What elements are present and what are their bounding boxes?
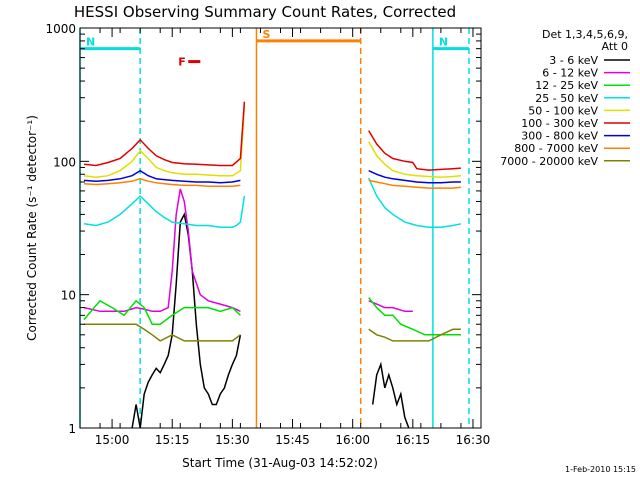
legend-label: 800 - 7000 keV bbox=[514, 142, 598, 155]
series-line-4-seg-1 bbox=[83, 194, 246, 229]
series-line-6-seg-1 bbox=[83, 101, 246, 167]
legend-label: 300 - 800 keV bbox=[521, 130, 598, 143]
x-tick-label: 15:45 bbox=[275, 433, 310, 447]
y-tick-label: 100 bbox=[53, 155, 76, 169]
series-line-2-seg-1 bbox=[83, 188, 241, 313]
flag-label-n: N bbox=[439, 36, 448, 49]
series-line-3-seg-1 bbox=[83, 299, 241, 325]
chart-title: HESSI Observing Summary Count Rates, Cor… bbox=[74, 3, 456, 21]
series-line-5-seg-2 bbox=[368, 141, 461, 178]
series-line-7-seg-2 bbox=[368, 170, 461, 184]
legend-header: Det 1,3,4,5,6,9, bbox=[542, 28, 628, 41]
legend-label: 100 - 300 keV bbox=[521, 117, 598, 130]
series-line-3-seg-2 bbox=[368, 297, 461, 336]
y-axis-label: Corrected Count Rate (s⁻¹ detector⁻¹) bbox=[25, 115, 39, 341]
flag-label-f: F bbox=[178, 56, 186, 69]
x-axis-label: Start Time (31-Aug-03 14:52:02) bbox=[182, 456, 378, 470]
y-axis: 1 10 100 1000 bbox=[45, 22, 481, 436]
series-layer bbox=[83, 101, 462, 429]
legend-label: 7000 - 20000 keV bbox=[500, 155, 598, 168]
series-line-2-seg-2 bbox=[368, 300, 413, 313]
legend-label: 50 - 100 keV bbox=[528, 104, 598, 117]
x-tick-label: 15:30 bbox=[215, 433, 250, 447]
flag-layer: N N F S bbox=[80, 28, 469, 69]
x-tick-label: 16:30 bbox=[456, 433, 491, 447]
legend-label: 12 - 25 keV bbox=[535, 79, 598, 92]
legend-label: 25 - 50 keV bbox=[535, 92, 598, 105]
legend-header: Att 0 bbox=[602, 40, 628, 53]
series-line-9-seg-2 bbox=[368, 328, 461, 342]
x-tick-label: 15:15 bbox=[155, 433, 190, 447]
y-tick-label: 1000 bbox=[45, 22, 76, 36]
x-tick-label: 16:00 bbox=[335, 433, 370, 447]
series-line-5-seg-1 bbox=[83, 105, 246, 178]
series-line-1-seg-2 bbox=[371, 361, 410, 429]
series-line-4-seg-2 bbox=[368, 177, 462, 229]
date-stamp: 1-Feb-2010 15:15 bbox=[565, 465, 636, 474]
series-line-1-seg-1 bbox=[131, 212, 242, 429]
series-line-8-seg-2 bbox=[368, 179, 461, 189]
series-line-9-seg-1 bbox=[84, 323, 241, 342]
series-line-8-seg-1 bbox=[83, 178, 241, 188]
flag-label-s: S bbox=[262, 28, 270, 41]
y-tick-label: 1 bbox=[68, 422, 76, 436]
x-axis: 15:00 15:15 15:30 15:45 16:00 16:15 16:30 bbox=[79, 28, 491, 447]
flag-label-n: N bbox=[86, 36, 95, 49]
legend-label: 3 - 6 keV bbox=[549, 54, 598, 67]
y-tick-label: 10 bbox=[61, 289, 76, 303]
marker-layer bbox=[79, 28, 470, 428]
x-tick-label: 16:15 bbox=[396, 433, 431, 447]
series-line-6-seg-2 bbox=[368, 130, 461, 171]
x-tick-label: 15:00 bbox=[95, 433, 130, 447]
series-line-7-seg-1 bbox=[83, 169, 241, 184]
legend-label: 6 - 12 keV bbox=[542, 67, 598, 80]
